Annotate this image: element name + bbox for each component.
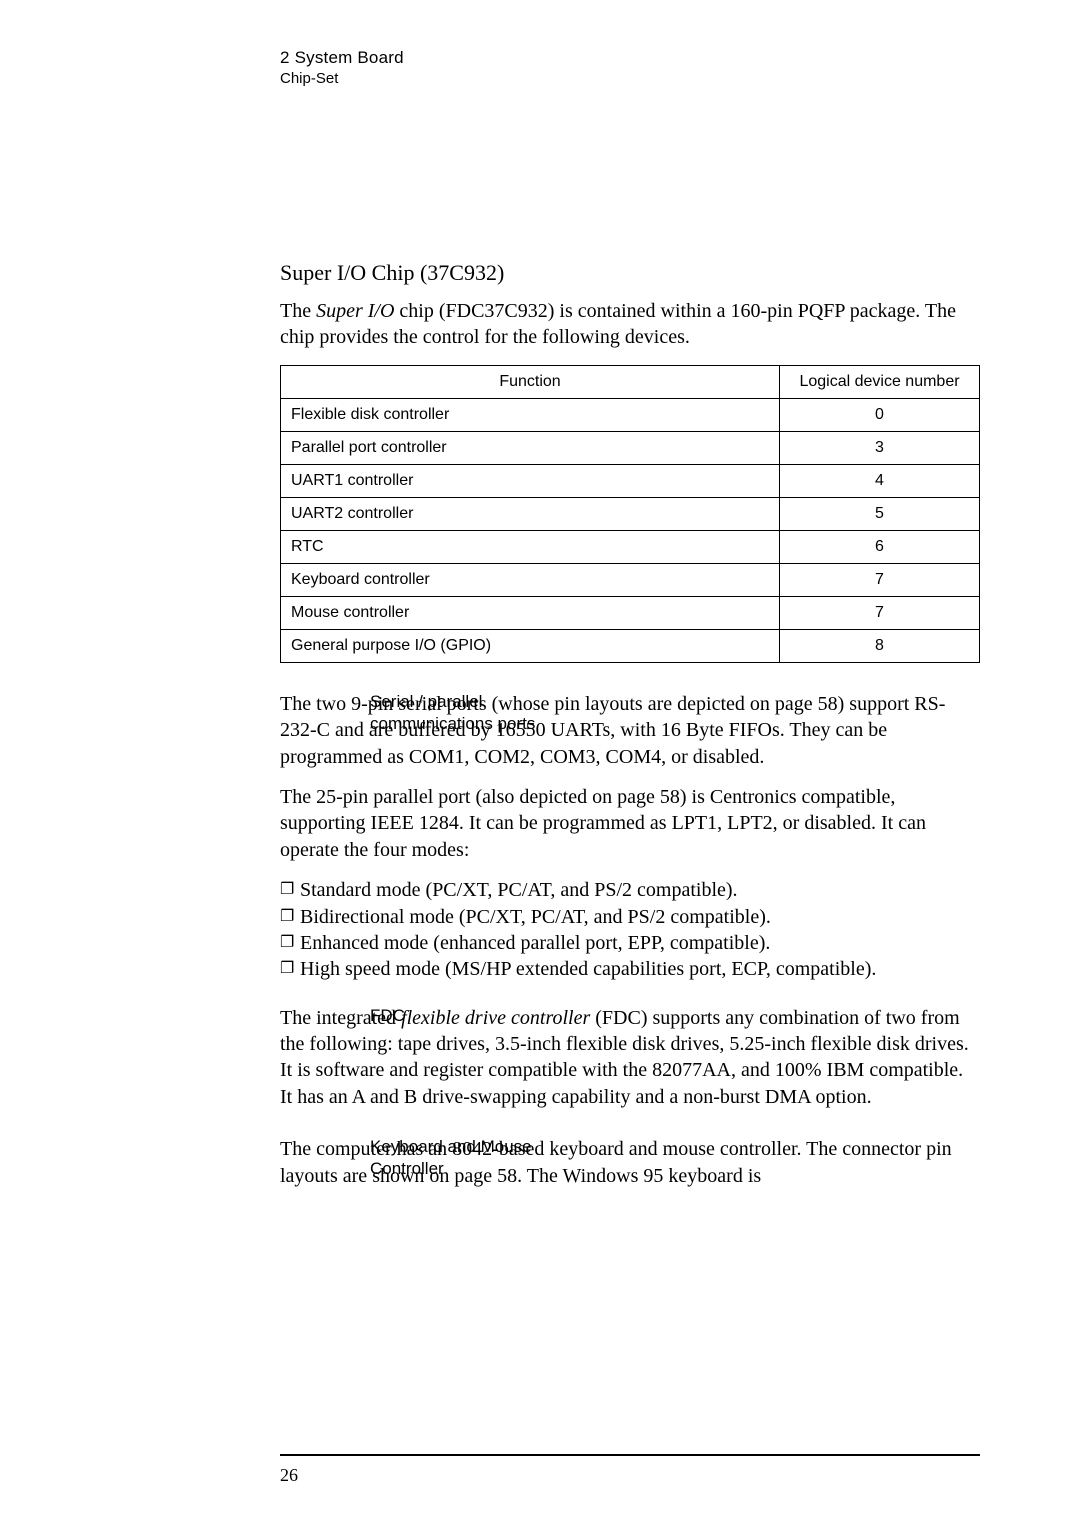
page-number: 26 — [280, 1465, 298, 1486]
cell-num: 3 — [780, 431, 980, 464]
cell-num: 7 — [780, 596, 980, 629]
table-row: UART1 controller4 — [281, 464, 980, 497]
title-paren: (37C932) — [420, 260, 504, 285]
intro-paragraph: The Super I/O chip (FDC37C932) is contai… — [280, 298, 980, 351]
bullet-item: ❐Bidirectional mode (PC/XT, PC/AT, and P… — [280, 904, 980, 930]
mode-bullets: ❐Standard mode (PC/XT, PC/AT, and PS/2 c… — [280, 877, 980, 983]
cell-num: 4 — [780, 464, 980, 497]
bullet-text: Standard mode (PC/XT, PC/AT, and PS/2 co… — [300, 877, 738, 903]
bullet-item: ❐Enhanced mode (enhanced parallel port, … — [280, 930, 980, 956]
table-row: Parallel port controller3 — [281, 431, 980, 464]
cell-num: 6 — [780, 530, 980, 563]
cell-fn: UART1 controller — [281, 464, 780, 497]
table-row: UART2 controller5 — [281, 497, 980, 530]
table-header-ldn: Logical device number — [780, 365, 980, 398]
serial-p2: The 25-pin parallel port (also depicted … — [280, 784, 980, 863]
table-row: Keyboard controller7 — [281, 563, 980, 596]
side-label-fdc: FDC — [370, 1005, 540, 1027]
side-label-serial: Serial / parallel communications ports — [370, 691, 540, 735]
table-row: General purpose I/O (GPIO)8 — [281, 629, 980, 662]
table-row: Mouse controller7 — [281, 596, 980, 629]
bullet-icon: ❐ — [280, 877, 300, 903]
cell-fn: Parallel port controller — [281, 431, 780, 464]
fdc-block: FDC The integrated flexible drive contro… — [280, 1005, 980, 1111]
bullet-text: Bidirectional mode (PC/XT, PC/AT, and PS… — [300, 904, 771, 930]
side-label-kbm: Keyboard and Mouse Controller — [370, 1136, 540, 1180]
table-header-function: Function — [281, 365, 780, 398]
serial-parallel-block: Serial / parallel communications ports T… — [280, 691, 980, 983]
cell-fn: Keyboard controller — [281, 563, 780, 596]
bullet-icon: ❐ — [280, 904, 300, 930]
cell-num: 7 — [780, 563, 980, 596]
cell-fn: General purpose I/O (GPIO) — [281, 629, 780, 662]
bullet-text: High speed mode (MS/HP extended capabili… — [300, 956, 876, 982]
bullet-text: Enhanced mode (enhanced parallel port, E… — [300, 930, 770, 956]
section-title: Super I/O Chip (37C932) — [280, 260, 980, 286]
cell-num: 0 — [780, 398, 980, 431]
page-header: 2 System Board Chip-Set — [280, 48, 404, 87]
bullet-item: ❐High speed mode (MS/HP extended capabil… — [280, 956, 980, 982]
bullet-item: ❐Standard mode (PC/XT, PC/AT, and PS/2 c… — [280, 877, 980, 903]
cell-fn: UART2 controller — [281, 497, 780, 530]
bullet-icon: ❐ — [280, 930, 300, 956]
cell-fn: Mouse controller — [281, 596, 780, 629]
cell-fn: Flexible disk controller — [281, 398, 780, 431]
kbm-block: Keyboard and Mouse Controller The comput… — [280, 1136, 980, 1189]
section-label: Chip-Set — [280, 70, 404, 87]
cell-fn: RTC — [281, 530, 780, 563]
table-row: Flexible disk controller0 — [281, 398, 980, 431]
chapter-label: 2 System Board — [280, 48, 404, 68]
table-row: RTC6 — [281, 530, 980, 563]
main-content: Super I/O Chip (37C932) The Super I/O ch… — [280, 260, 980, 1203]
footer-rule — [280, 1454, 980, 1456]
title-main: Super I/O Chip — [280, 260, 420, 285]
cell-num: 8 — [780, 629, 980, 662]
device-table: Function Logical device number Flexible … — [280, 365, 980, 663]
cell-num: 5 — [780, 497, 980, 530]
bullet-icon: ❐ — [280, 956, 300, 982]
